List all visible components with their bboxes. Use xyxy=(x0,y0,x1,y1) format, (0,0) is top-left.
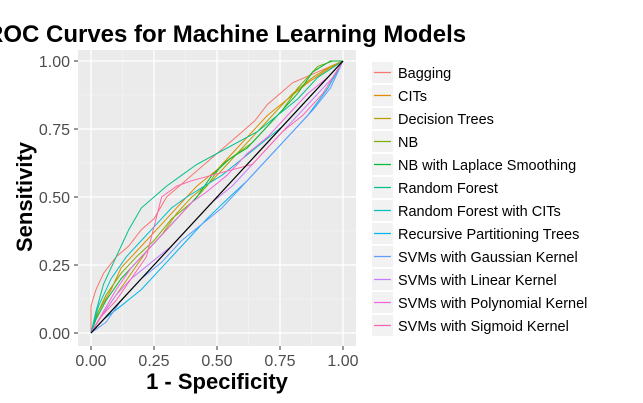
roc-line-2 xyxy=(90,60,344,334)
legend-label: Random Forest xyxy=(398,181,498,197)
legend-label: Random Forest with CITs xyxy=(398,204,561,220)
x-axis-title: 1 - Specificity xyxy=(146,369,289,394)
legend-label: SVMs with Sigmoid Kernel xyxy=(398,319,569,335)
legend-label: Bagging xyxy=(398,66,451,82)
legend-label: SVMs with Linear Kernel xyxy=(398,273,557,289)
legend-label: NB with Laplace Smoothing xyxy=(398,158,576,174)
legend-label: Decision Trees xyxy=(398,112,494,128)
reference-line-group xyxy=(90,60,344,334)
chart-title: ROC Curves for Machine Learning Models xyxy=(0,21,466,48)
x-tick-label: 1.00 xyxy=(327,353,358,370)
roc-line-3 xyxy=(90,60,343,334)
legend-label: CITs xyxy=(398,89,427,105)
y-tick-label: 1.00 xyxy=(39,54,70,71)
axis-ticks: 0.00 0.25 0.50 0.75 1.00 0.00 0.25 0.50 0.75 1.00 xyxy=(39,54,359,370)
y-tick-label: 0.25 xyxy=(39,258,70,275)
legend-label: SVMs with Polynomial Kernel xyxy=(398,296,587,312)
x-tick-label: 0.25 xyxy=(138,353,169,370)
roc-line-10 xyxy=(90,60,344,334)
legend-label: Recursive Partitioning Trees xyxy=(398,227,579,243)
reference-diagonal xyxy=(90,60,344,334)
legend-label: NB xyxy=(398,135,418,151)
x-tick-label: 0.75 xyxy=(264,353,295,370)
roc-line-0 xyxy=(90,60,344,333)
y-tick-label: 0.50 xyxy=(39,190,70,207)
roc-line-5 xyxy=(90,60,344,334)
y-axis-title: Sensitivity xyxy=(12,141,37,252)
x-tick-label: 0.00 xyxy=(75,353,106,370)
y-tick-label: 0.75 xyxy=(39,122,70,139)
y-tick-label: 0.00 xyxy=(39,326,70,343)
x-tick-label: 0.50 xyxy=(201,353,232,370)
legend-label: SVMs with Gaussian Kernel xyxy=(398,250,578,266)
roc-line-11 xyxy=(90,60,344,334)
legend: Bagging CITs Decision Trees NB NB with Lapla… xyxy=(372,62,587,336)
